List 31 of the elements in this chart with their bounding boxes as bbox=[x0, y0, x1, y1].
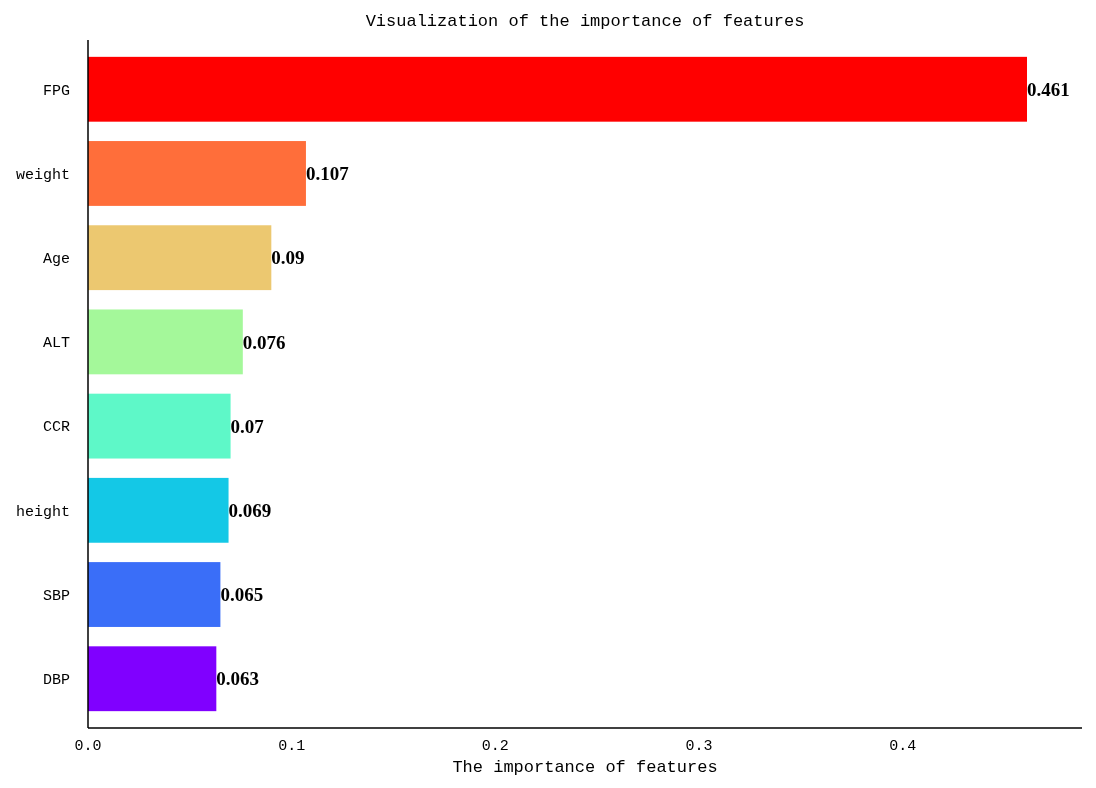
y-tick-label: CCR bbox=[42, 419, 70, 437]
bar bbox=[88, 562, 221, 627]
bar bbox=[88, 393, 231, 459]
y-tick-label: SBP bbox=[42, 587, 70, 605]
y-tick-label: ALT bbox=[42, 335, 70, 353]
chart-title: Visualization of the importance of features bbox=[365, 12, 805, 31]
bar bbox=[88, 309, 243, 375]
x-tick-label: 0.0 bbox=[74, 738, 102, 755]
bar bbox=[88, 477, 229, 543]
x-axis-title: The importance of features bbox=[452, 758, 718, 777]
data-label: 0.09 bbox=[271, 247, 305, 269]
bar bbox=[88, 225, 272, 291]
data-label: 0.063 bbox=[216, 668, 260, 690]
data-label: 0.065 bbox=[220, 584, 264, 606]
x-tick-label: 0.3 bbox=[685, 738, 713, 755]
data-label: 0.107 bbox=[305, 163, 350, 185]
data-label: 0.069 bbox=[228, 499, 272, 521]
x-tick-label: 0.1 bbox=[278, 738, 306, 755]
x-tick-label: 0.4 bbox=[889, 738, 917, 755]
data-label: 0.076 bbox=[242, 331, 286, 353]
y-tick-label: Age bbox=[42, 250, 70, 268]
x-tick-label: 0.2 bbox=[481, 738, 509, 755]
bar bbox=[88, 646, 217, 712]
y-tick-label: DBP bbox=[42, 671, 70, 689]
data-label: 0.07 bbox=[230, 415, 265, 437]
bar bbox=[88, 141, 306, 206]
bar bbox=[88, 56, 1027, 122]
y-tick-label: height bbox=[15, 503, 70, 521]
y-tick-label: weight bbox=[15, 166, 70, 184]
y-tick-label: FPG bbox=[42, 82, 70, 100]
data-label: 0.461 bbox=[1027, 78, 1070, 100]
